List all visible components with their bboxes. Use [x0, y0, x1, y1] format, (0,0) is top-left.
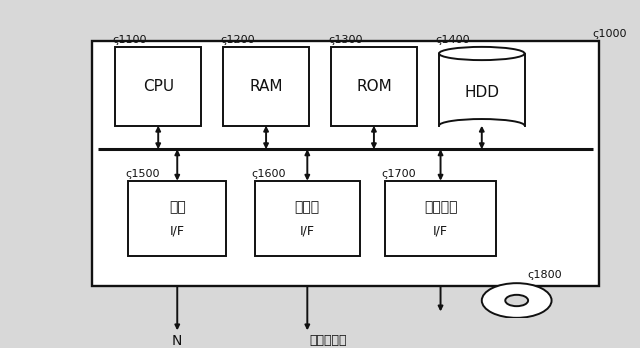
Text: 通信: 通信 — [169, 200, 186, 215]
Text: ς1500: ς1500 — [125, 169, 159, 179]
Text: 入出力: 入出力 — [295, 200, 320, 215]
Text: ς1300: ς1300 — [328, 35, 362, 45]
Bar — [92, 41, 599, 286]
Text: HDD: HDD — [464, 85, 499, 100]
Bar — [223, 47, 309, 126]
Text: I/F: I/F — [433, 225, 448, 238]
Text: ς1400: ς1400 — [436, 35, 470, 45]
Text: I/F: I/F — [300, 225, 315, 238]
Bar — [255, 181, 360, 256]
Text: ROM: ROM — [356, 79, 392, 94]
Text: ς1200: ς1200 — [220, 35, 255, 45]
Text: ς1000: ς1000 — [593, 29, 627, 39]
Text: N: N — [172, 334, 182, 348]
Text: RAM: RAM — [250, 79, 283, 94]
Text: ς1700: ς1700 — [382, 169, 417, 179]
Text: ς1800: ς1800 — [527, 270, 562, 280]
Bar — [331, 47, 417, 126]
Text: ς1100: ς1100 — [112, 35, 147, 45]
Text: ς1600: ς1600 — [252, 169, 286, 179]
Ellipse shape — [439, 47, 525, 60]
Text: CPU: CPU — [143, 79, 174, 94]
Bar — [439, 54, 525, 126]
Circle shape — [482, 283, 552, 318]
Bar — [128, 181, 227, 256]
Bar — [385, 181, 496, 256]
Text: 入出力装置: 入出力装置 — [309, 334, 347, 347]
Text: I/F: I/F — [170, 225, 185, 238]
Bar — [115, 47, 201, 126]
Text: メディア: メディア — [424, 200, 458, 215]
Circle shape — [505, 295, 528, 306]
